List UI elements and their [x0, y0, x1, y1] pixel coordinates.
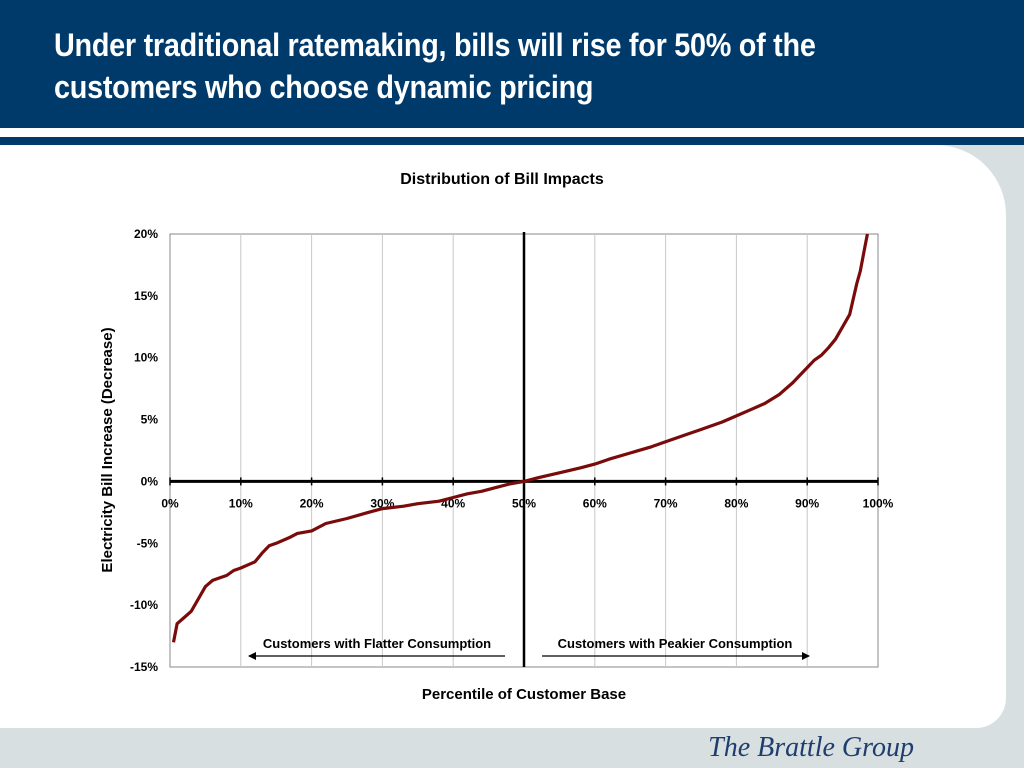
brattle-group-logo: The Brattle Group [708, 732, 914, 763]
y-tick-label: 15% [134, 289, 158, 303]
chart-title: Distribution of Bill Impacts [400, 171, 604, 188]
y-tick-label: -15% [130, 660, 158, 674]
x-tick-label: 50% [512, 496, 536, 510]
x-tick-label: 20% [300, 496, 324, 510]
x-tick-label: 0% [161, 496, 179, 510]
bill-impact-curve [171, 233, 869, 643]
slide-header [0, 0, 1024, 128]
x-tick-label: 80% [724, 496, 748, 510]
header-divider-white [0, 128, 1024, 137]
x-axis-tick-labels: 0% 10% 20% 30% 40% 50% 60% 70% 80% 90% 100% [161, 496, 893, 510]
y-tick-label: 0% [141, 474, 159, 488]
x-axis-tick-marks [169, 477, 879, 486]
y-tick-label: -5% [137, 536, 159, 550]
x-tick-label: 10% [229, 496, 253, 510]
y-axis-tick-labels: 20% 15% 10% 5% 0% -5% -10% -15% [130, 227, 158, 674]
x-tick-label: 70% [654, 496, 678, 510]
y-axis-label: Electricity Bill Increase (Decrease) [99, 327, 116, 572]
x-tick-label: 60% [583, 496, 607, 510]
y-tick-label: 20% [134, 227, 158, 241]
x-tick-label: 100% [863, 496, 894, 510]
x-axis-label: Percentile of Customer Base [422, 686, 626, 703]
y-tick-label: 5% [141, 413, 159, 427]
annotation-peakier-consumption: Customers with Peakier Consumption [558, 636, 793, 651]
annotation-flatter-consumption: Customers with Flatter Consumption [263, 636, 491, 651]
y-tick-label: -10% [130, 598, 158, 612]
slide-title: Under traditional ratemaking, bills will… [54, 27, 816, 105]
header-divider-blue [0, 137, 1024, 145]
x-tick-label: 90% [795, 496, 819, 510]
y-tick-label: 10% [134, 351, 158, 365]
